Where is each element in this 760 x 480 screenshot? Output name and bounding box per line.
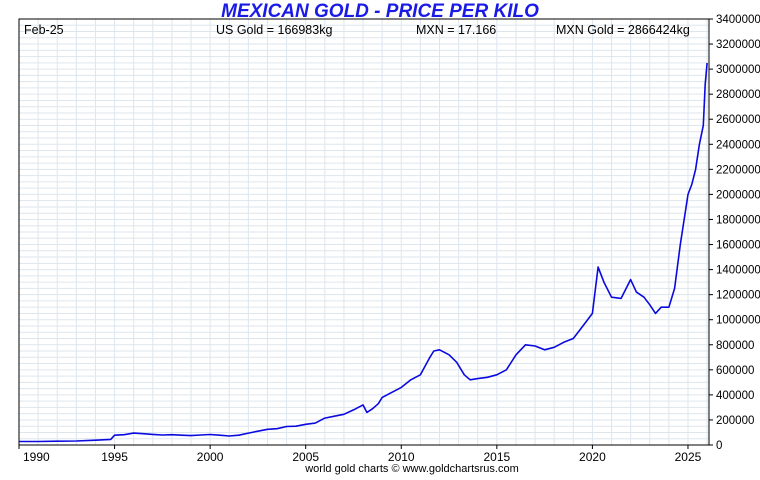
y-tick-label: 800000: [716, 340, 754, 352]
y-tick-label: 1400000: [716, 265, 760, 277]
y-tick-label: 2600000: [716, 114, 760, 126]
x-tick-label: 2020: [579, 450, 606, 464]
y-tick-label: 2800000: [716, 89, 760, 101]
info-mxn-rate: MXN = 17.166: [416, 23, 496, 37]
info-us-gold: US Gold = 166983kg: [216, 23, 332, 37]
x-tick-label: 2025: [675, 450, 702, 464]
y-tick-label: 200000: [716, 415, 754, 427]
info-date: Feb-25: [24, 23, 64, 37]
series-line: [19, 62, 708, 443]
x-tick-label: 1995: [101, 450, 128, 464]
y-tick-label: 1000000: [716, 315, 760, 327]
chart-title: MEXICAN GOLD - PRICE PER KILO: [221, 1, 539, 22]
y-tick-label: 2200000: [716, 164, 760, 176]
y-tick-label: 1200000: [716, 290, 760, 302]
x-tick-label: 2010: [388, 450, 415, 464]
y-tick-label: 2000000: [716, 189, 760, 201]
y-tick-label: 3400000: [716, 14, 760, 26]
x-tick-label: 2000: [197, 450, 224, 464]
plot-frame: [18, 18, 710, 446]
info-mxn-gold: MXN Gold = 2866424kg: [556, 23, 690, 37]
y-axis: 0 200000 400000 600000 800000 1000000 1200000 1…: [709, 14, 760, 452]
x-tick-label: 1990: [23, 450, 50, 464]
y-tick-label: 400000: [716, 390, 754, 402]
y-tick-label: 3200000: [716, 39, 760, 51]
x-tick-label: 2005: [292, 450, 319, 464]
footer-credit: world gold charts © www.goldchartsrus.co…: [304, 463, 519, 475]
y-tick-label: 600000: [716, 365, 754, 377]
x-axis: 1990 1995 2000 2005 2010 2015 2020 2025: [18, 445, 702, 464]
x-tick-label: 2015: [483, 450, 510, 464]
y-tick-label: 0: [716, 440, 722, 452]
y-tick-label: 2400000: [716, 139, 760, 151]
series-layer: [19, 62, 708, 443]
y-tick-label: 3000000: [716, 64, 760, 76]
y-tick-label: 1600000: [716, 240, 760, 252]
grid: [18, 18, 709, 446]
y-tick-label: 1800000: [716, 214, 760, 226]
